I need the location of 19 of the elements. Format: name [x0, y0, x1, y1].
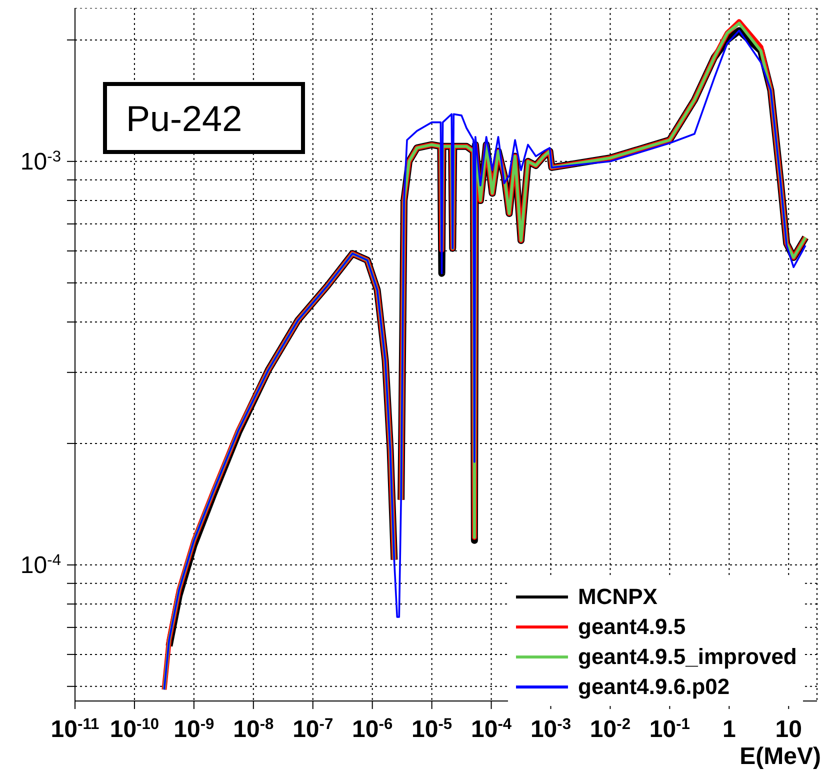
x-tick-label: 10$^{-6}$: [352, 716, 393, 743]
x-tick-label: 10$^{-10}$: [110, 716, 160, 743]
x-axis-title: E(MeV): [740, 743, 821, 771]
legend-label: geant4.9.5_improved: [578, 644, 797, 670]
x-tick-label: 10$^{-2}$: [590, 716, 631, 743]
x-tick-label: 10$^{-3}$: [530, 716, 572, 743]
x-tick-label: 1: [722, 716, 736, 743]
x-tick-label: 10$^{-8}$: [233, 716, 274, 743]
annotation: Pu-242: [126, 98, 242, 140]
x-tick-label: 10: [775, 716, 802, 743]
x-tick-label: 10$^{-9}$: [174, 716, 215, 743]
legend-label: MCNPX: [578, 584, 658, 610]
x-tick-label: 10$^{-5}$: [412, 716, 452, 743]
x-tick-label: 10$^{-1}$: [649, 716, 690, 743]
x-tick-label: 10$^{-11}$: [50, 716, 100, 743]
x-tick-label: 10$^{-4}$: [470, 716, 512, 743]
legend-label: geant4.9.5: [578, 614, 686, 640]
x-tick-label: 10$^{-7}$: [292, 716, 334, 743]
legend-label: geant4.9.6.p02: [578, 674, 730, 700]
